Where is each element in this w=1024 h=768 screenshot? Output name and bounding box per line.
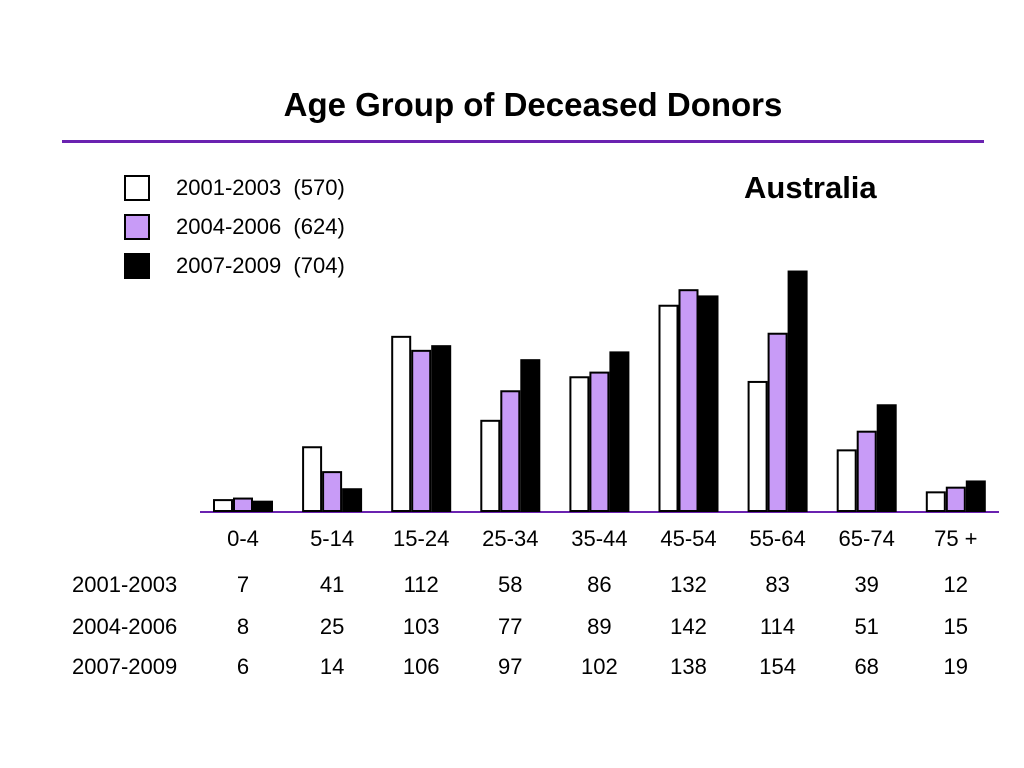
bar-2001-2003-25-34 xyxy=(480,419,501,512)
bar-2004-2006-55-64 xyxy=(767,332,788,513)
table-cell-2007-2009-25-34: 97 xyxy=(498,654,523,679)
table-cell-2007-2009-75plus: 19 xyxy=(943,654,969,679)
bar-2007-2009-65-74 xyxy=(876,404,897,513)
bar-2007-2009-55-64 xyxy=(787,270,808,512)
table-cell-2004-2006-45-54: 142 xyxy=(670,614,707,639)
table-cell-2007-2009-35-44: 102 xyxy=(581,654,618,679)
legend-swatch-2001-2003 xyxy=(124,175,150,201)
bar-2001-2003-55-64 xyxy=(747,380,768,512)
table-cell-2001-2003-15-24: 112 xyxy=(403,572,439,597)
table-cell-2007-2009-45-54: 138 xyxy=(670,654,707,679)
table-cell-2001-2003-5-14: 41 xyxy=(319,572,345,597)
bar-2001-2003-75plus xyxy=(925,491,946,512)
x-tick-label-65-74: 65-74 xyxy=(839,526,895,551)
bar-2007-2009-0-4 xyxy=(253,500,273,513)
bar-2007-2009-15-24 xyxy=(431,345,452,513)
table-cell-2004-2006-15-24: 103 xyxy=(402,614,440,639)
x-tick-label-0-4: 0-4 xyxy=(227,526,259,551)
title-divider xyxy=(62,140,984,143)
x-tick-label-55-64: 55-64 xyxy=(749,526,805,551)
bar-2001-2003-0-4 xyxy=(213,499,233,512)
bar-2004-2006-35-44 xyxy=(589,371,610,513)
bar-2007-2009-5-14 xyxy=(342,488,363,513)
bar-2007-2009-25-34 xyxy=(520,359,541,513)
bar-2004-2006-75plus xyxy=(945,486,966,512)
bar-2001-2003-65-74 xyxy=(836,449,857,513)
table-cell-2007-2009-15-24: 106 xyxy=(402,654,440,679)
table-cell-2001-2003-65-74: 39 xyxy=(854,572,879,597)
bar-2007-2009-75plus xyxy=(965,480,986,512)
table-cell-2004-2006-55-64: 114 xyxy=(760,614,796,639)
table-cell-2001-2003-0-4: 7 xyxy=(236,572,250,597)
bar-2004-2006-15-24 xyxy=(411,349,432,512)
legend-swatch-2004-2006 xyxy=(124,214,150,240)
legend-label-2007-2009: 2007-2009 (704) xyxy=(176,253,345,278)
bar-2007-2009-45-54 xyxy=(698,295,719,512)
x-tick-label-45-54: 45-54 xyxy=(660,526,716,551)
table-cell-2004-2006-25-34: 77 xyxy=(498,614,523,639)
legend-label-2001-2003: 2001-2003 (570) xyxy=(176,175,345,200)
x-tick-label-35-44: 35-44 xyxy=(571,526,627,551)
table-cell-2007-2009-55-64: 154 xyxy=(759,654,796,679)
region-label: Australia xyxy=(744,170,877,205)
table-cell-2001-2003-35-44: 86 xyxy=(587,572,612,597)
bar-2004-2006-0-4 xyxy=(233,497,253,512)
table-cell-2004-2006-65-74: 51 xyxy=(854,614,879,639)
table-row-label-2004-2006: 2004-2006 xyxy=(72,614,178,639)
table-cell-2001-2003-45-54: 132 xyxy=(670,572,707,597)
x-tick-label-15-24: 15-24 xyxy=(393,526,449,551)
table-row-label-2001-2003: 2001-2003 xyxy=(72,572,178,597)
bar-2004-2006-25-34 xyxy=(500,390,521,513)
table-cell-2004-2006-35-44: 89 xyxy=(587,614,612,639)
legend-swatch-2007-2009 xyxy=(124,253,150,279)
bar-2004-2006-45-54 xyxy=(678,289,699,512)
bar-2004-2006-5-14 xyxy=(322,471,343,512)
x-tick-label-5-14: 5-14 xyxy=(310,526,354,551)
legend-label-2004-2006: 2004-2006 (624) xyxy=(176,214,345,239)
bar-2001-2003-15-24 xyxy=(391,335,412,512)
bar-2001-2003-35-44 xyxy=(569,376,590,512)
x-tick-label-75plus: 75 + xyxy=(934,526,977,551)
bar-2001-2003-45-54 xyxy=(658,304,679,512)
table-cell-2001-2003-25-34: 58 xyxy=(498,572,523,597)
table-cell-2004-2006-5-14: 25 xyxy=(319,614,345,639)
table-cell-2007-2009-65-74: 68 xyxy=(854,654,879,679)
table-cell-2004-2006-75plus: 15 xyxy=(943,614,969,639)
table-cell-2004-2006-0-4: 8 xyxy=(236,614,250,639)
chart-title: Age Group of Deceased Donors xyxy=(283,86,783,123)
bar-2004-2006-65-74 xyxy=(856,430,877,513)
table-row-label-2007-2009: 2007-2009 xyxy=(72,654,178,679)
bar-2007-2009-35-44 xyxy=(609,351,630,513)
table-cell-2007-2009-0-4: 6 xyxy=(236,654,250,679)
bar-2001-2003-5-14 xyxy=(302,446,323,512)
table-cell-2007-2009-5-14: 14 xyxy=(319,654,345,679)
table-cell-2001-2003-75plus: 12 xyxy=(943,572,969,597)
table-cell-2001-2003-55-64: 83 xyxy=(765,572,790,597)
x-tick-label-25-34: 25-34 xyxy=(482,526,538,551)
